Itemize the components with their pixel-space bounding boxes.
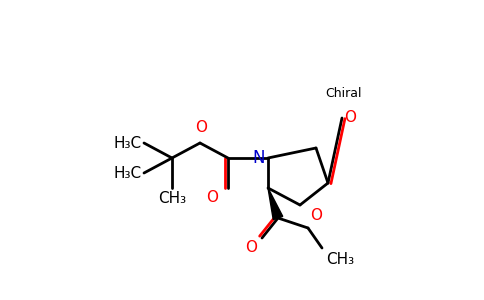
Text: O: O [206, 190, 218, 205]
Text: O: O [195, 120, 207, 135]
Text: H₃C: H₃C [114, 166, 142, 181]
Text: CH₃: CH₃ [158, 191, 186, 206]
Text: Chiral: Chiral [326, 87, 362, 100]
Text: O: O [344, 110, 356, 124]
Text: N: N [253, 149, 265, 167]
Text: O: O [310, 208, 322, 223]
Polygon shape [268, 188, 283, 220]
Text: CH₃: CH₃ [326, 252, 354, 267]
Text: H₃C: H₃C [114, 136, 142, 151]
Text: O: O [245, 240, 257, 255]
